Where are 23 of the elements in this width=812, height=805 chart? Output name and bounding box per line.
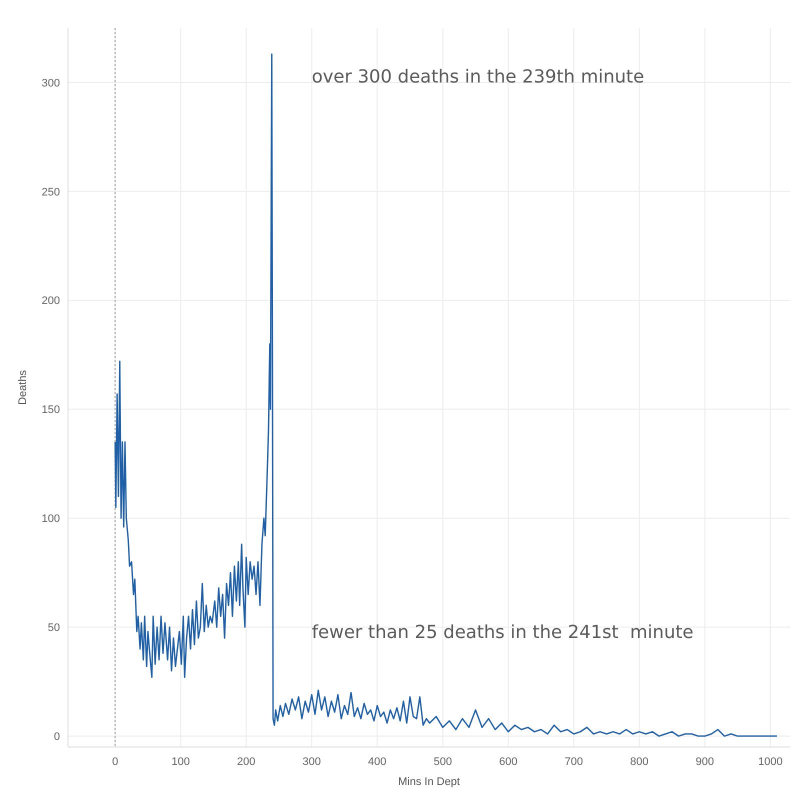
y-tick-label: 0 — [54, 730, 60, 743]
annotation: over 300 deaths in the 239th minute — [312, 66, 644, 88]
x-axis-title: Mins In Dept — [398, 776, 460, 788]
y-tick-label: 250 — [42, 186, 60, 198]
x-tick-label: 0 — [112, 756, 118, 768]
x-tick-label: 600 — [499, 756, 518, 768]
x-tick-label: 400 — [368, 756, 386, 768]
x-tick-label: 300 — [302, 756, 321, 768]
annotation: fewer than 25 deaths in the 241st minute — [312, 622, 694, 644]
x-tick-label: 1000 — [758, 756, 783, 768]
y-tick-label: 50 — [48, 622, 60, 634]
x-tick-label: 700 — [564, 756, 583, 768]
x-tick-label: 200 — [237, 756, 256, 768]
y-tick-label: 100 — [42, 513, 60, 526]
y-tick-label: 300 — [42, 77, 60, 90]
x-tick-label: 100 — [172, 756, 190, 768]
y-axis-title: Deaths — [17, 370, 29, 405]
y-tick-label: 150 — [42, 404, 60, 416]
x-tick-label: 500 — [434, 756, 452, 768]
line-series — [114, 53, 778, 737]
y-tick-label: 200 — [42, 295, 60, 308]
x-tick-label: 900 — [696, 756, 714, 768]
x-tick-label: 800 — [630, 756, 648, 768]
